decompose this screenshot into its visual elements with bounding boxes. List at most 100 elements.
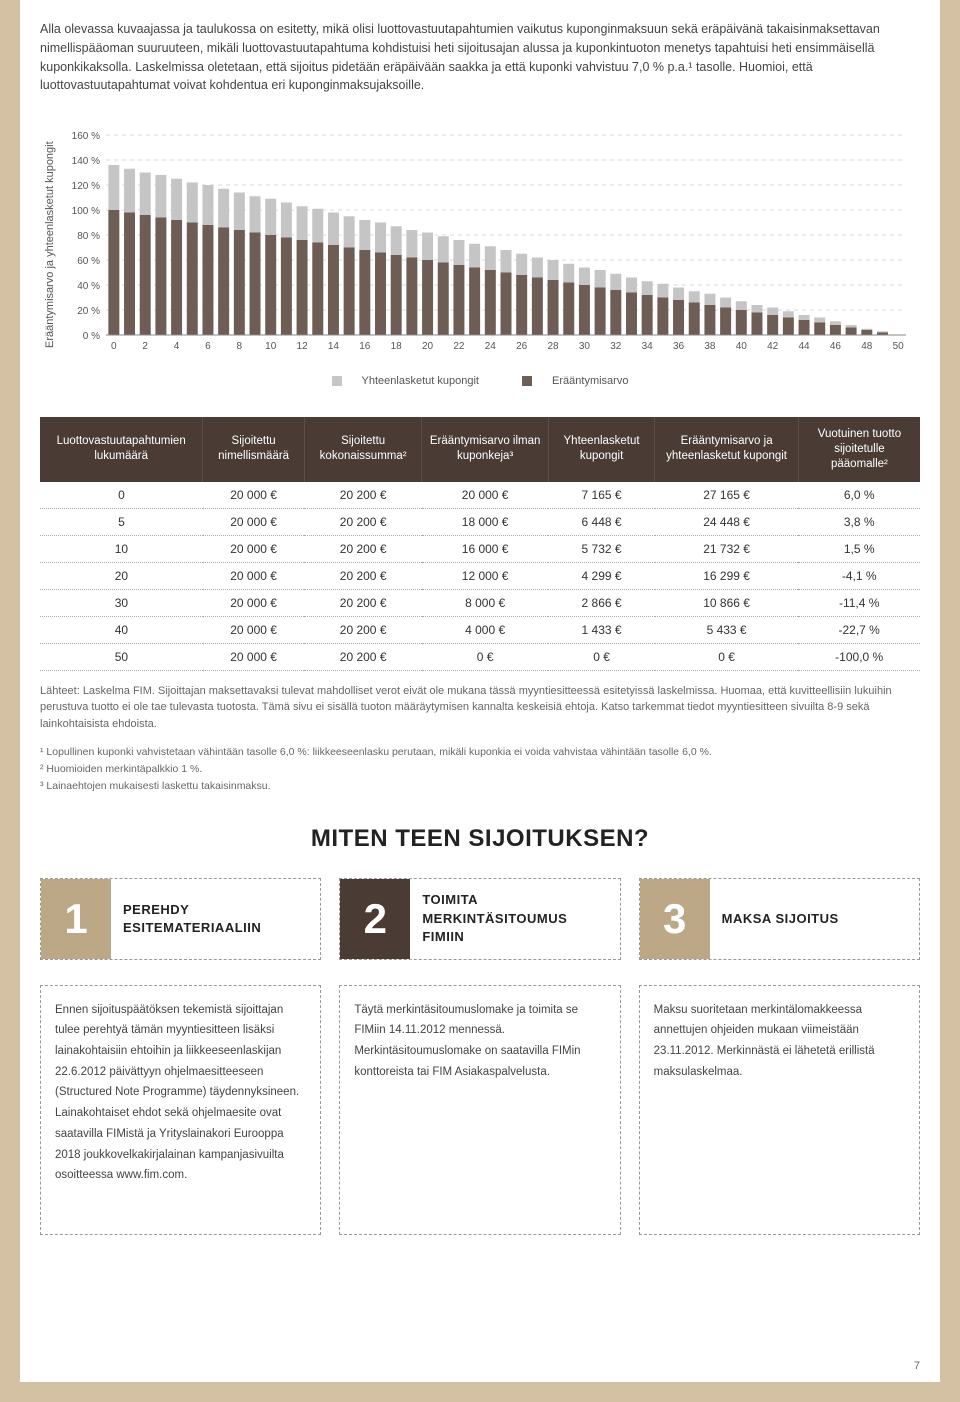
footnote: ² Huomioiden merkintäpalkkio 1 %. (40, 761, 920, 778)
svg-text:46: 46 (830, 341, 842, 352)
table-cell: -100,0 % (798, 643, 920, 670)
table-cell: 7 165 € (548, 482, 654, 509)
table-cell: 6 448 € (548, 508, 654, 535)
svg-text:20: 20 (422, 341, 434, 352)
svg-text:36: 36 (673, 341, 685, 352)
table-cell: 20 000 € (203, 482, 305, 509)
svg-text:32: 32 (610, 341, 622, 352)
svg-text:16: 16 (359, 341, 371, 352)
table-cell: 4 000 € (422, 616, 548, 643)
svg-text:34: 34 (642, 341, 654, 352)
steps-header-row: 1PEREHDY ESITEMATERIAALIIN2TOIMITA MERKI… (40, 878, 920, 960)
table-cell: 5 433 € (655, 616, 799, 643)
svg-text:0 %: 0 % (83, 331, 100, 342)
step-head: 2TOIMITA MERKINTÄSITOUMUS FIMIIN (339, 878, 620, 960)
table-row: 1020 000 €20 200 €16 000 €5 732 €21 732 … (40, 535, 920, 562)
table-cell: -11,4 % (798, 589, 920, 616)
table-cell: -4,1 % (798, 562, 920, 589)
step-body: Ennen sijoituspäätöksen tekemistä sijoit… (40, 985, 321, 1235)
step-number: 1 (41, 879, 111, 959)
svg-text:2: 2 (142, 341, 148, 352)
table-cell: 24 448 € (655, 508, 799, 535)
svg-text:18: 18 (391, 341, 403, 352)
bar-chart: 0 %20 %40 %60 %80 %100 %120 %140 %160 %0… (56, 125, 920, 365)
footnote: ³ Lainaehtojen mukaisesti laskettu takai… (40, 778, 920, 795)
table-cell: 50 (40, 643, 203, 670)
svg-text:44: 44 (798, 341, 810, 352)
table-cell: 20 200 € (304, 508, 422, 535)
legend-swatch-coupons (332, 376, 342, 386)
svg-text:6: 6 (205, 341, 211, 352)
step-body: Täytä merkintäsitoumuslomake ja toimita … (339, 985, 620, 1235)
section-title: MITEN TEEN SIJOITUKSEN? (40, 825, 920, 853)
svg-text:48: 48 (861, 341, 873, 352)
table-cell: 20 200 € (304, 589, 422, 616)
table-cell: 5 732 € (548, 535, 654, 562)
table-cell: 20 200 € (304, 643, 422, 670)
table-header: Luottovastuutapahtumien lukumäärä (40, 417, 203, 482)
svg-text:0: 0 (111, 341, 117, 352)
table-cell: 20 000 € (203, 589, 305, 616)
svg-text:120 %: 120 % (72, 181, 100, 192)
table-cell: 16 000 € (422, 535, 548, 562)
table-header: Vuotuinen tuotto sijoitetulle pääomalle² (798, 417, 920, 482)
step-label: PEREHDY ESITEMATERIAALIIN (111, 879, 320, 959)
svg-text:4: 4 (174, 341, 180, 352)
table-cell: 20 000 € (203, 535, 305, 562)
table-cell: -22,7 % (798, 616, 920, 643)
table-cell: 16 299 € (655, 562, 799, 589)
chart-y-label: Erääntymisarvo ja yhteenlasketut kupongi… (40, 125, 56, 365)
svg-text:50: 50 (893, 341, 905, 352)
svg-text:10: 10 (265, 341, 277, 352)
step-label: TOIMITA MERKINTÄSITOUMUS FIMIIN (410, 879, 619, 959)
sources-text: Lähteet: Laskelma FIM. Sijoittajan makse… (40, 683, 920, 733)
table-cell: 18 000 € (422, 508, 548, 535)
table-cell: 20 000 € (203, 643, 305, 670)
svg-text:80 %: 80 % (77, 231, 100, 242)
chart-legend: Yhteenlasketut kupongit Erääntymisarvo (40, 375, 920, 387)
table-cell: 1 433 € (548, 616, 654, 643)
step-number: 3 (640, 879, 710, 959)
table-cell: 12 000 € (422, 562, 548, 589)
svg-text:38: 38 (704, 341, 716, 352)
table-cell: 20 000 € (203, 508, 305, 535)
table-row: 2020 000 €20 200 €12 000 €4 299 €16 299 … (40, 562, 920, 589)
footnotes: ¹ Lopullinen kuponki vahvistetaan vähint… (40, 744, 920, 794)
table-cell: 40 (40, 616, 203, 643)
table-cell: 10 866 € (655, 589, 799, 616)
intro-text: Alla olevassa kuvaajassa ja taulukossa o… (40, 20, 920, 95)
step-head: 3MAKSA SIJOITUS (639, 878, 920, 960)
svg-text:160 %: 160 % (72, 131, 100, 142)
step-label: MAKSA SIJOITUS (710, 879, 919, 959)
table-row: 3020 000 €20 200 €8 000 €2 866 €10 866 €… (40, 589, 920, 616)
table-cell: 21 732 € (655, 535, 799, 562)
table-cell: 2 866 € (548, 589, 654, 616)
svg-text:28: 28 (547, 341, 559, 352)
legend-label-maturity: Erääntymisarvo (552, 375, 628, 387)
step-number: 2 (340, 879, 410, 959)
table-cell: 27 165 € (655, 482, 799, 509)
table-cell: 20 000 € (203, 562, 305, 589)
table-cell: 20 200 € (304, 616, 422, 643)
page-number: 7 (914, 1360, 920, 1372)
table-cell: 0 € (422, 643, 548, 670)
table-header: Yhteenlasketut kupongit (548, 417, 654, 482)
table-cell: 30 (40, 589, 203, 616)
svg-text:22: 22 (453, 341, 465, 352)
svg-text:40 %: 40 % (77, 281, 100, 292)
svg-text:26: 26 (516, 341, 528, 352)
table-cell: 1,5 % (798, 535, 920, 562)
table-cell: 20 000 € (203, 616, 305, 643)
chart-container: Erääntymisarvo ja yhteenlasketut kupongi… (40, 125, 920, 365)
table-cell: 6,0 % (798, 482, 920, 509)
step-body: Maksu suoritetaan merkintälomakkeessa an… (639, 985, 920, 1235)
svg-text:140 %: 140 % (72, 156, 100, 167)
table-row: 020 000 €20 200 €20 000 €7 165 €27 165 €… (40, 482, 920, 509)
svg-text:12: 12 (297, 341, 309, 352)
table-cell: 0 € (548, 643, 654, 670)
table-header: Erääntymisarvo ja yhteenlasketut kupongi… (655, 417, 799, 482)
table-row: 520 000 €20 200 €18 000 €6 448 €24 448 €… (40, 508, 920, 535)
svg-text:20 %: 20 % (77, 306, 100, 317)
table-row: 4020 000 €20 200 €4 000 €1 433 €5 433 €-… (40, 616, 920, 643)
svg-text:100 %: 100 % (72, 206, 100, 217)
